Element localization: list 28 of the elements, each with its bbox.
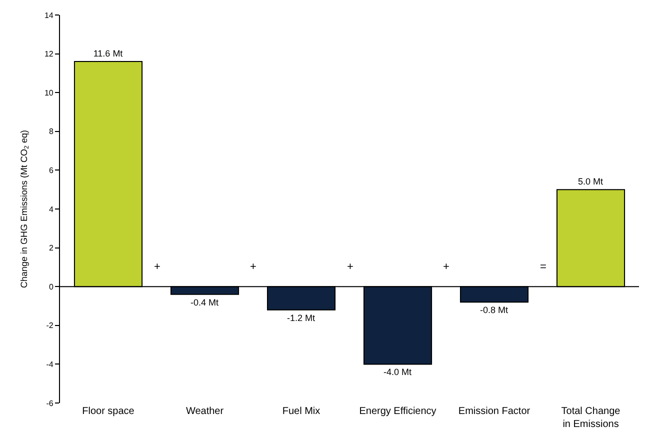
x-tick-label: Weather xyxy=(186,406,224,417)
x-tick-label: Total Change in Emissions xyxy=(561,406,621,430)
x-tick-label: Floor space xyxy=(82,406,135,417)
x-tick-label: Fuel Mix xyxy=(282,406,320,417)
annotation: + xyxy=(154,261,160,273)
y-tick-label: 2 xyxy=(48,244,54,253)
y-tick-label: 0 xyxy=(48,282,54,292)
y-tick-label: -2 xyxy=(46,321,54,330)
y-tick-label: 12 xyxy=(44,50,54,59)
x-tick-label: Emission Factor xyxy=(458,406,531,417)
y-tick-label: 14 xyxy=(44,10,54,20)
y-tick-label: 10 xyxy=(44,88,54,98)
y-tick-label: -6 xyxy=(46,398,54,408)
data-label: -0.4 Mt xyxy=(190,297,220,308)
annotation: + xyxy=(347,261,354,273)
y-tick-label: 6 xyxy=(48,166,54,175)
x-tick-label: Energy Efficiency xyxy=(359,406,436,417)
data-label: -0.8 Mt xyxy=(480,305,509,316)
y-tick-label: 8 xyxy=(48,127,54,136)
data-label: -1.2 Mt xyxy=(286,312,316,323)
annotation: + xyxy=(443,261,450,273)
data-label: -4.0 Mt xyxy=(384,367,412,378)
annotation: + xyxy=(250,261,256,273)
annotation: = xyxy=(540,261,546,273)
y-tick-label: 4 xyxy=(48,204,54,214)
data-label: 5.0 Mt xyxy=(578,176,604,187)
data-label: 11.6 Mt xyxy=(93,48,124,59)
y-tick-label: -4 xyxy=(46,360,54,369)
